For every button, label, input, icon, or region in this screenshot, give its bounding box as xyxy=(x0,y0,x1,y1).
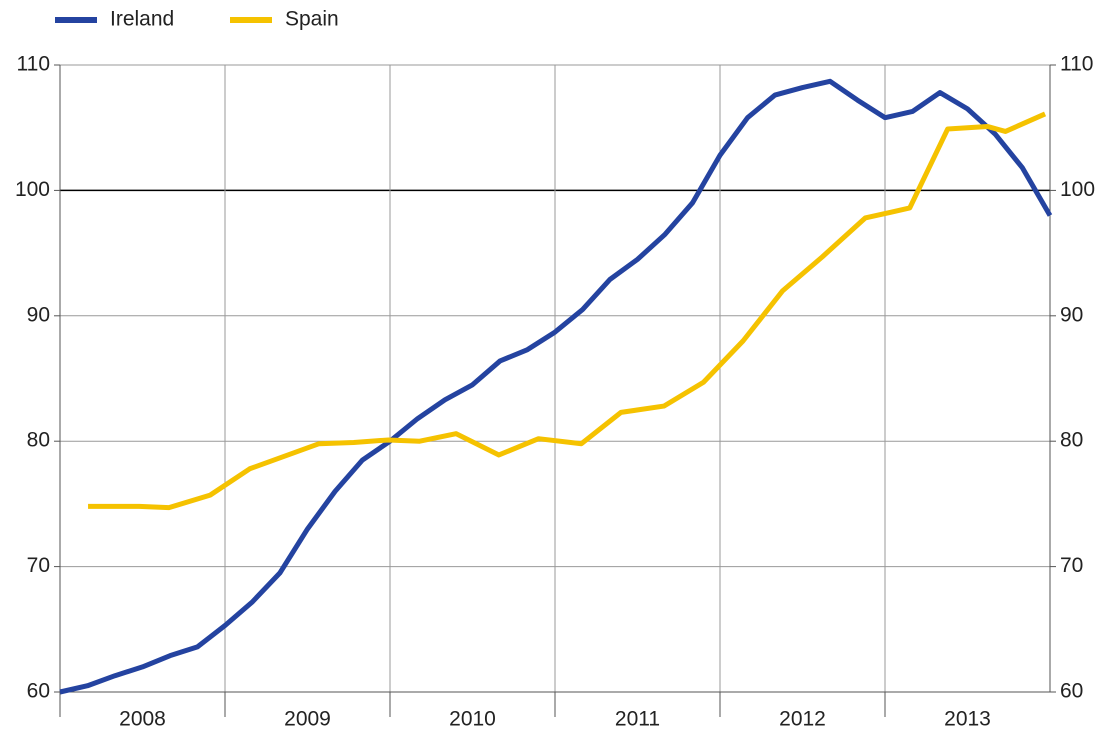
x-tick-label: 2008 xyxy=(119,708,166,731)
y2-tick-label: 60 xyxy=(1060,680,1083,703)
x-tick-label: 2010 xyxy=(449,708,496,731)
y2-tick-label: 80 xyxy=(1060,429,1083,452)
y2-tick-label: 100 xyxy=(1060,178,1095,201)
y-tick-label: 90 xyxy=(27,303,50,326)
x-tick-label: 2013 xyxy=(944,708,991,731)
y2-tick-label: 110 xyxy=(1060,53,1093,76)
y-tick-label: 60 xyxy=(27,680,50,703)
y-tick-label: 80 xyxy=(27,429,50,452)
series-line xyxy=(59,78,1053,695)
y-tick-label: 100 xyxy=(15,178,50,201)
legend-label: Spain xyxy=(285,8,339,31)
legend-label: Ireland xyxy=(110,8,174,31)
x-tick-label: 2012 xyxy=(779,708,826,731)
y-tick-label: 70 xyxy=(27,554,50,577)
y2-tick-label: 70 xyxy=(1060,554,1083,577)
y2-tick-label: 90 xyxy=(1060,303,1083,326)
x-tick-label: 2009 xyxy=(284,708,331,731)
series-line xyxy=(88,111,1047,511)
x-tick-label: 2011 xyxy=(615,708,660,731)
y-tick-label: 110 xyxy=(17,53,50,76)
